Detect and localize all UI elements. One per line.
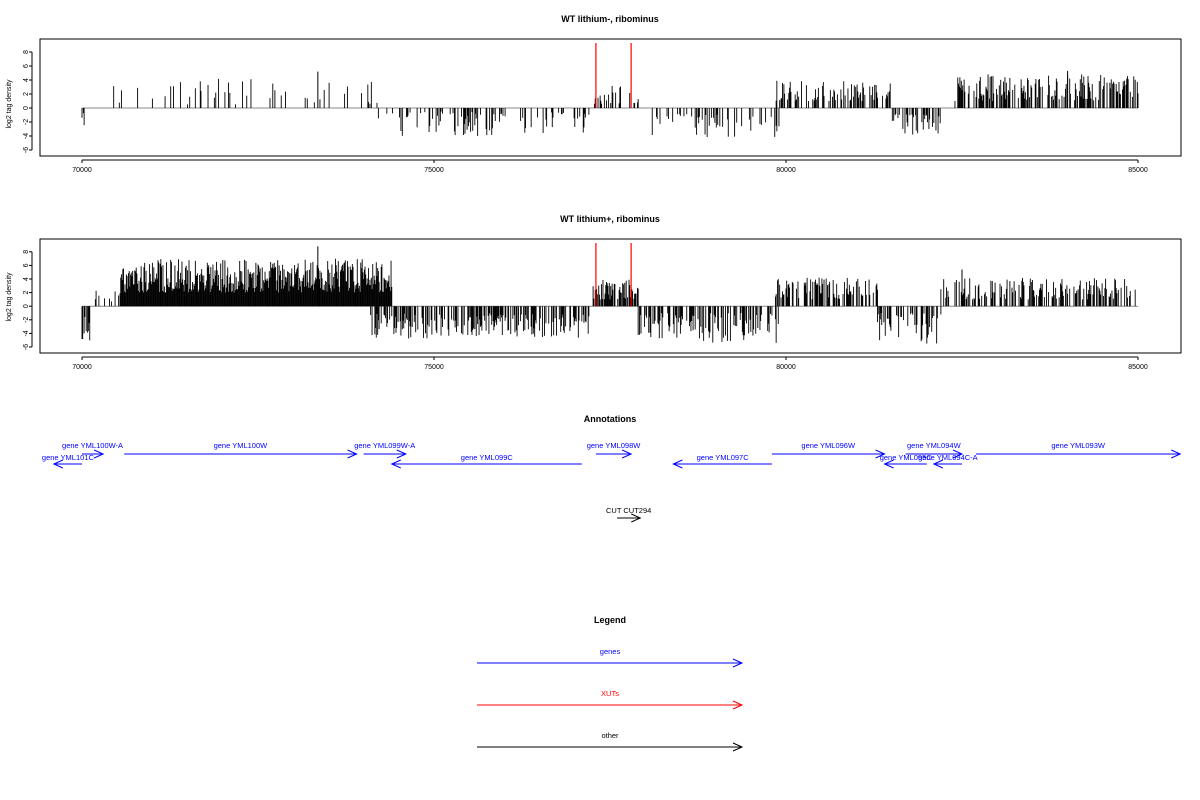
feature-label: gene YML096W	[801, 441, 856, 450]
y-tick-label: 2	[23, 92, 30, 96]
plot-frame	[39, 238, 1182, 354]
y-tick-label: 4	[23, 277, 30, 281]
x-tick-label: 80000	[776, 167, 796, 174]
arrow-head	[883, 459, 894, 469]
feature-label: gene YML094C-A	[918, 453, 977, 462]
y-axis-label: log2 tag density	[6, 79, 13, 129]
y-tick-label: 4	[23, 78, 30, 82]
annotation-feature: gene YML099C	[390, 453, 582, 469]
annotation-feature: gene YML094C-A	[918, 453, 978, 469]
arrow-head	[631, 513, 642, 523]
x-axis: 70000 75000 80000 85000	[72, 159, 1148, 174]
y-tick-label: -6	[23, 344, 30, 350]
annotation-feature: gene YML096W	[771, 441, 886, 459]
arrow-head	[732, 742, 744, 752]
legend: Legend genes XUTs other	[477, 615, 744, 752]
arrow-head	[952, 449, 964, 459]
feature-label: gene YML094W	[907, 441, 962, 450]
density-bars	[81, 246, 1138, 344]
plot-frame	[39, 38, 1182, 157]
y-tick-label: 6	[23, 64, 30, 68]
y-tick-label: -4	[23, 330, 30, 336]
legend-label: genes	[600, 647, 621, 656]
annotation-feature: gene YML099W-A	[354, 441, 415, 459]
arrow-head	[732, 700, 744, 710]
arrow-head	[93, 449, 105, 459]
legend-label: other	[601, 731, 619, 740]
feature-label: gene YML099W-A	[354, 441, 415, 450]
y-tick-label: -6	[23, 147, 30, 153]
legend-label: XUTs	[601, 689, 619, 698]
track-title: WT lithium+, ribominus	[560, 214, 660, 224]
arrow-head	[1171, 449, 1182, 459]
y-tick-label: 8	[23, 50, 30, 54]
y-axis: 8 6 4 2 0 -2 -4 -6	[23, 50, 33, 153]
legend-items: genes XUTs other	[477, 647, 744, 752]
x-tick-label: 75000	[424, 364, 444, 371]
annotation-feature: gene YML097C	[672, 453, 772, 469]
x-tick-label: 80000	[776, 364, 796, 371]
annotation-feature: gene YML095C	[880, 453, 933, 469]
annotation-feature: gene YML100W-A	[62, 441, 123, 459]
y-tick-label: -2	[23, 119, 30, 125]
arrow-head	[52, 459, 64, 469]
legend-title: Legend	[594, 615, 626, 625]
annotation-feature: gene YML094W	[905, 441, 964, 459]
xut-markers	[595, 243, 632, 307]
x-tick-label: 70000	[72, 364, 92, 371]
arrow-head	[396, 449, 408, 459]
arrow-head	[932, 459, 944, 469]
y-tick-label: 2	[23, 291, 30, 295]
x-tick-label: 85000	[1128, 364, 1148, 371]
annotation-feature: gene YML100W	[124, 441, 358, 459]
feature-label: gene YML100W	[214, 441, 269, 450]
feature-label: CUT CUT294	[606, 506, 651, 515]
arrow-head	[390, 459, 401, 469]
track-panel-lithium-minus: WT lithium-, ribominus log2 tag density …	[6, 14, 1182, 174]
x-tick-label: 70000	[72, 167, 92, 174]
track-panel-lithium-plus: WT lithium+, ribominus log2 tag density …	[6, 214, 1182, 371]
arrow-head	[621, 449, 633, 459]
y-tick-label: 0	[23, 304, 30, 308]
legend-item: XUTs	[477, 689, 744, 710]
x-tick-label: 75000	[424, 167, 444, 174]
feature-label: gene YML100W-A	[62, 441, 123, 450]
x-tick-label: 85000	[1128, 167, 1148, 174]
y-tick-label: 6	[23, 263, 30, 267]
feature-label: gene YML098W	[587, 441, 642, 450]
x-axis: 70000 75000 80000 85000	[72, 356, 1148, 371]
y-tick-label: -4	[23, 133, 30, 139]
y-axis-label: log2 tag density	[6, 272, 13, 322]
annotation-features: gene YML100W-A gene YML101C gene YML100W ge…	[42, 441, 1182, 523]
y-axis: 8 6 4 2 0 -2 -4 -6	[23, 250, 33, 350]
feature-label: gene YML099C	[461, 453, 514, 462]
arrow-head	[672, 459, 683, 469]
arrow-head	[875, 449, 886, 459]
feature-label: gene YML095C	[880, 453, 933, 462]
density-bars	[81, 70, 1139, 138]
arrow-head	[347, 449, 358, 459]
annotation-feature: gene YML093W	[976, 441, 1182, 459]
feature-label: gene YML093W	[1051, 441, 1106, 450]
annotation-feature: CUT CUT294	[606, 506, 651, 523]
y-tick-label: 0	[23, 106, 30, 110]
annotation-feature: gene YML098W	[587, 441, 642, 459]
track-title: WT lithium-, ribominus	[561, 14, 659, 24]
arrow-head	[732, 658, 744, 668]
legend-item: genes	[477, 647, 744, 668]
y-tick-label: -2	[23, 317, 30, 323]
annotation-feature: gene YML101C	[42, 453, 95, 469]
xut-markers	[595, 43, 632, 108]
feature-label: gene YML097C	[697, 453, 750, 462]
y-tick-label: 8	[23, 250, 30, 254]
feature-label: gene YML101C	[42, 453, 95, 462]
annotations-title: Annotations	[584, 414, 637, 424]
legend-item: other	[477, 731, 744, 752]
